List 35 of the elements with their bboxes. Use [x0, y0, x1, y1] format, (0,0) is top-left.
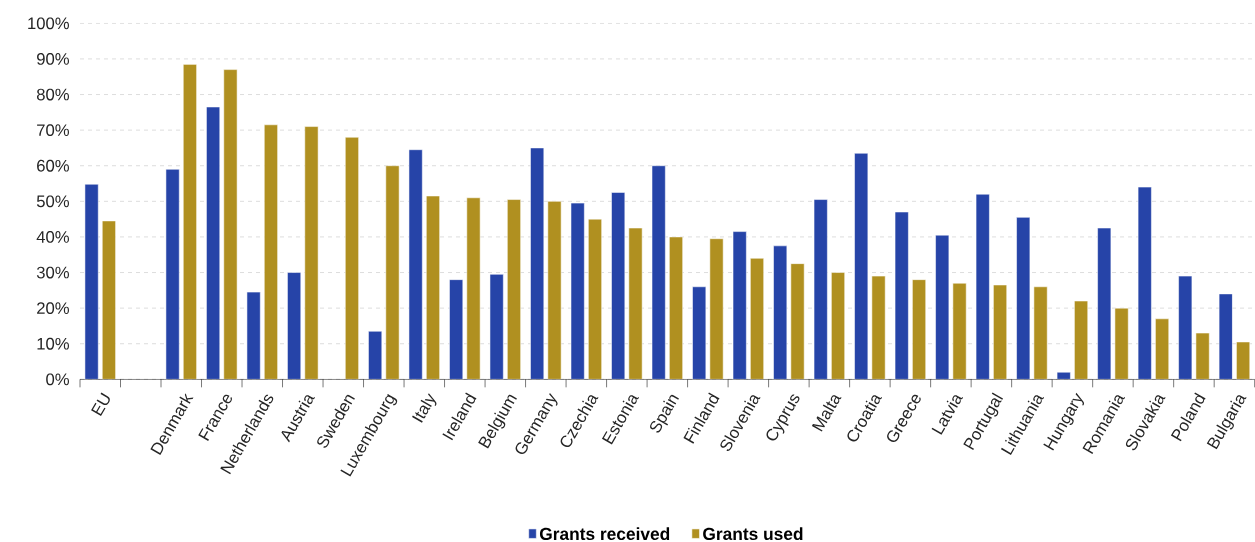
y-tick-label: 90%	[37, 53, 69, 65]
y-tick-label: 100%	[28, 17, 69, 30]
y-tick-label: 60%	[37, 159, 69, 172]
bar	[385, 165, 400, 380]
bar	[611, 192, 626, 380]
y-tick-label: 40%	[36, 231, 69, 243]
y-tick-label: 10%	[37, 337, 69, 350]
legend-label: Grants received	[539, 527, 670, 541]
bar	[773, 245, 788, 380]
bar	[304, 126, 319, 380]
y-tick-label: 0%	[46, 373, 69, 386]
bar	[223, 69, 238, 380]
bar	[709, 238, 724, 380]
bar	[732, 231, 747, 380]
bar	[84, 183, 99, 380]
bar	[408, 149, 423, 380]
y-tick-label: 30%	[36, 266, 69, 279]
bar	[651, 165, 666, 380]
bar	[264, 124, 278, 380]
y-tick-label: 50%	[36, 195, 69, 208]
bar	[345, 136, 359, 380]
bar	[854, 153, 869, 380]
legend-label: Grants used	[703, 527, 803, 541]
y-tick-label: 80%	[36, 88, 69, 101]
bar	[466, 197, 481, 380]
y-tick-label: 70%	[37, 124, 69, 137]
bar	[547, 201, 562, 380]
y-tick-label: 20%	[37, 302, 69, 315]
bar	[628, 227, 643, 380]
bar	[507, 199, 521, 380]
bar	[206, 106, 221, 380]
bar	[813, 199, 828, 380]
x-tick-label: EU	[91, 392, 110, 417]
bar	[183, 64, 197, 380]
bar	[165, 169, 180, 380]
